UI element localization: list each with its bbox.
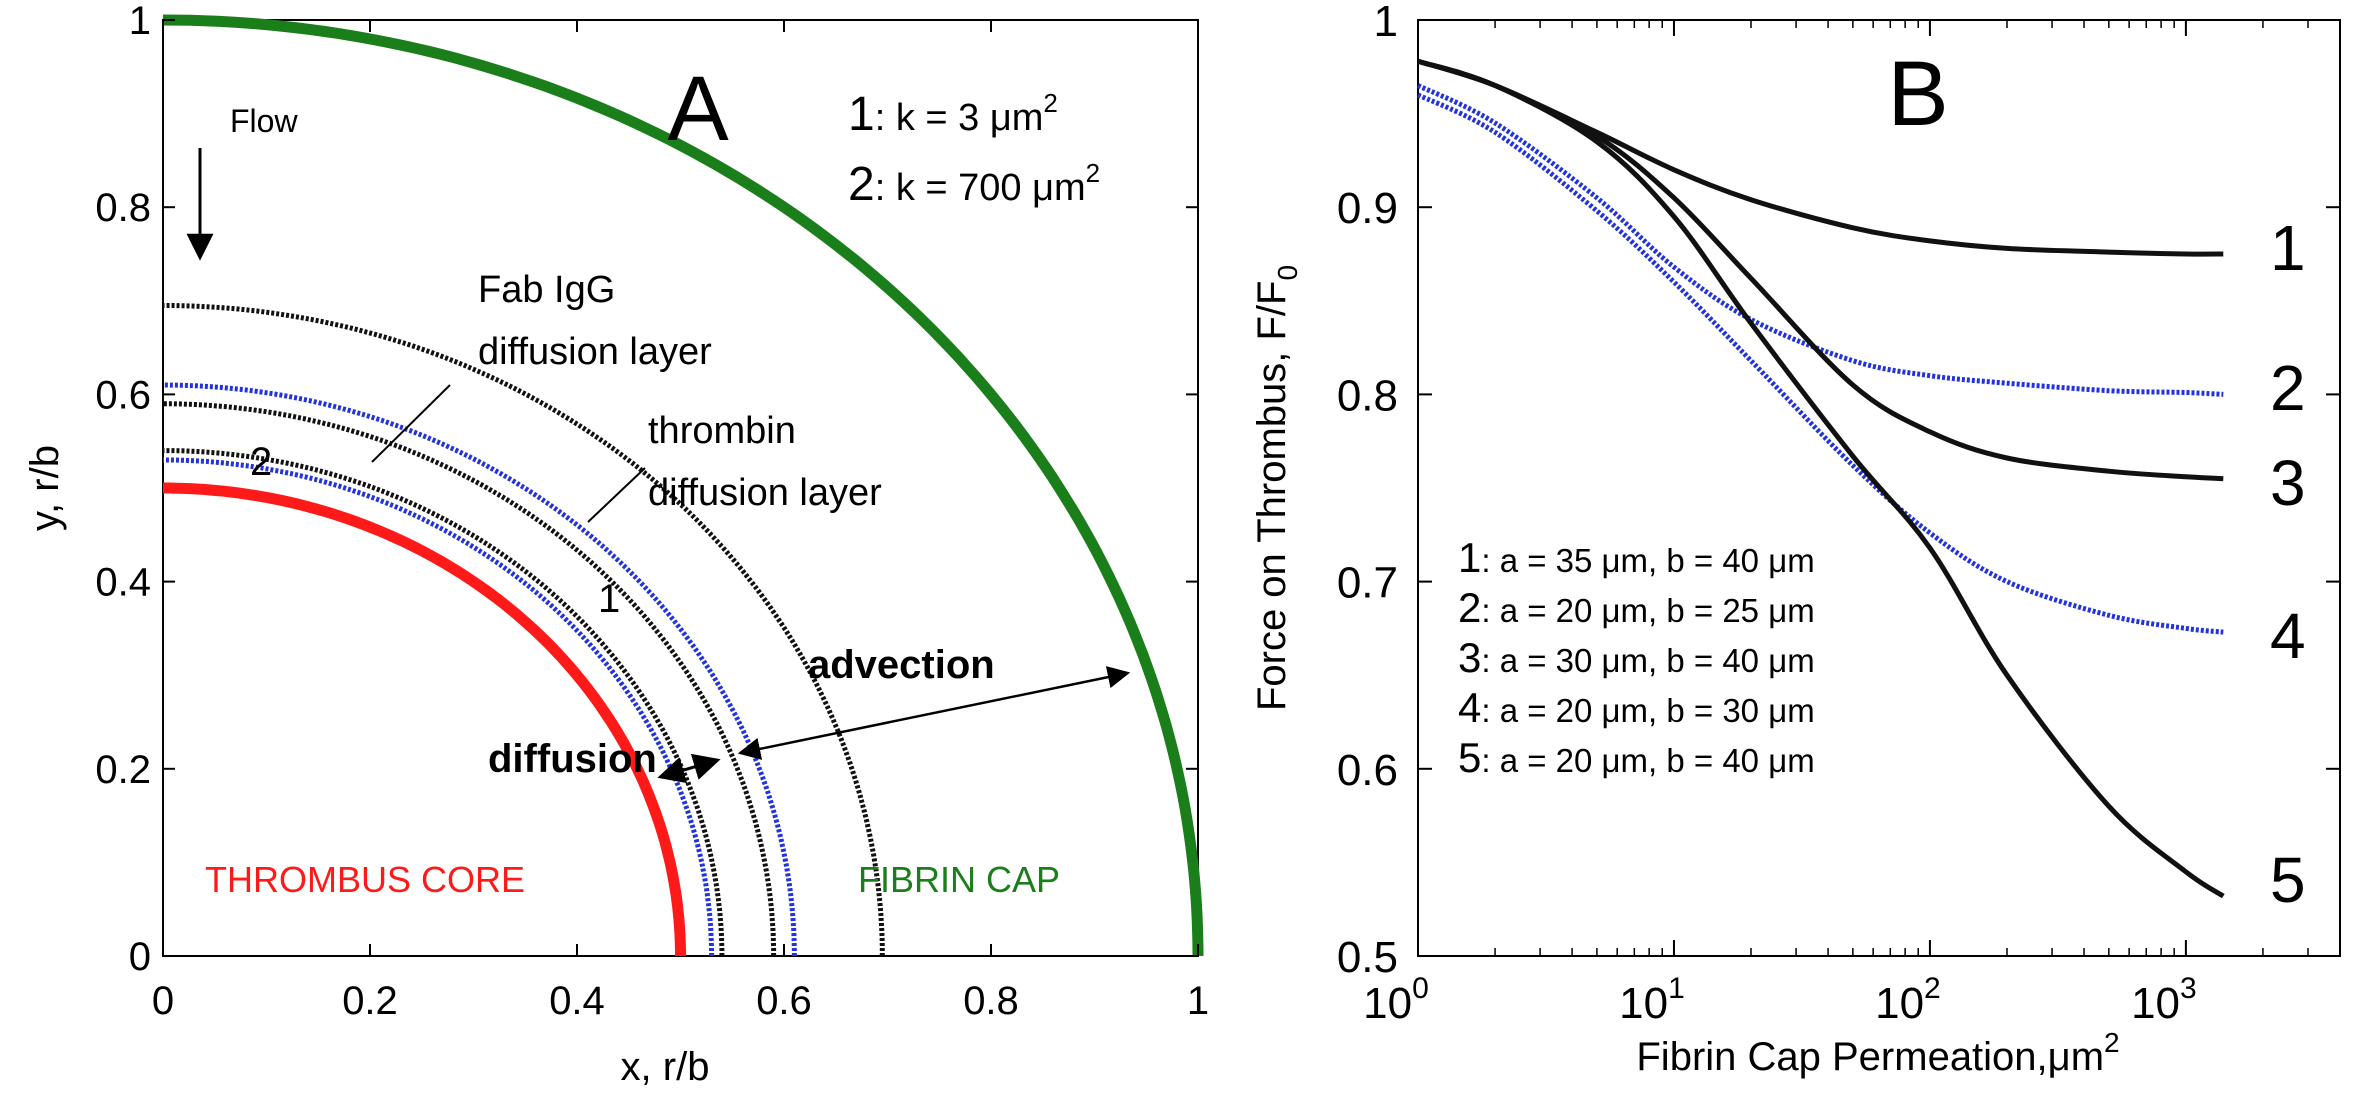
y-tick-label-a: 0.8 xyxy=(95,186,151,230)
fab-igg-label-1: Fab IgG xyxy=(478,269,615,311)
diffusion-label: diffusion xyxy=(488,737,657,781)
panel-b: 100 101 102 103 0.5 0.6 0.7 0.8 0.9 1 B 1: a = 3… xyxy=(1250,0,2341,1079)
x-tick-label-b: 102 xyxy=(1875,972,1941,1028)
series-line-5 xyxy=(1417,58,2225,899)
diffusion-arc-6 xyxy=(162,382,797,957)
y-tick-label-a: 1 xyxy=(129,0,151,43)
panel-a: 0 0.2 0.4 0.6 0.8 1 0 0.2 0.4 0.6 0.8 1 A 1: k = 3… xyxy=(23,0,1209,1089)
series-line-4 xyxy=(1416,92,2224,635)
legend-b-item-4: 4: a = 20 μm, b = 30 μm xyxy=(1458,684,1815,731)
x-tick-label-a: 0.4 xyxy=(549,979,605,1023)
y-tick-label-b: 0.5 xyxy=(1337,933,1398,982)
diffusion-arc-7 xyxy=(162,457,715,957)
legend-b-item-3: 3: a = 30 μm, b = 40 μm xyxy=(1458,634,1815,681)
curve-label-5: 5 xyxy=(2270,844,2306,916)
panel-a-label: A xyxy=(667,58,729,160)
legend-b-item-2: 2: a = 20 μm, b = 25 μm xyxy=(1458,584,1815,631)
y-tick-label-a: 0 xyxy=(129,935,151,979)
y-axis-label-a: y, r/b xyxy=(23,445,67,531)
x-tick-label-a: 0 xyxy=(152,979,174,1023)
thrombin-label-1: thrombin xyxy=(648,410,796,452)
x-tick-label-a: 0.2 xyxy=(342,979,398,1023)
legend-b: 1: a = 35 μm, b = 40 μm 2: a = 20 μm, b … xyxy=(1458,534,1815,781)
x-tick-label-a: 0.8 xyxy=(963,979,1019,1023)
fibrin-cap-label: FIBRIN CAP xyxy=(858,859,1060,900)
legend-b-item-1: 1: a = 35 μm, b = 40 μm xyxy=(1458,534,1815,581)
diffusion-arc-4 xyxy=(163,303,885,956)
y-tick-label-b: 1 xyxy=(1374,0,1398,46)
curve-2-label: 2 xyxy=(250,440,272,484)
fibrin-cap-arc xyxy=(162,14,1204,957)
advection-label: advection xyxy=(808,643,995,687)
panel-b-frame xyxy=(1417,19,2341,957)
x-axis-label-a: x, r/b xyxy=(621,1045,710,1089)
curve-label-1: 1 xyxy=(2270,212,2306,284)
diffusion-arrow xyxy=(657,753,721,784)
thrombus-core-arc xyxy=(163,482,686,956)
y-tick-label-b: 0.7 xyxy=(1337,559,1398,608)
series-line-1 xyxy=(1417,58,2224,257)
curve-1-label: 1 xyxy=(598,577,620,621)
y-tick-label-a: 0.2 xyxy=(95,748,151,792)
legend-a: 1: k = 3 μm2 2: k = 700 μm2 xyxy=(848,88,1100,211)
y-tick-label-a: 0.4 xyxy=(95,561,151,605)
thrombin-label-2: diffusion layer xyxy=(648,472,882,514)
diffusion-arc-5 xyxy=(163,448,725,956)
x-tick-label-a: 0.6 xyxy=(756,979,812,1023)
legend-b-item-5: 5: a = 20 μm, b = 40 μm xyxy=(1458,734,1815,781)
curve-label-2: 2 xyxy=(2270,352,2306,424)
y-tick-label-b: 0.8 xyxy=(1337,371,1398,420)
legend-a-item-1: 1: k = 3 μm2 xyxy=(848,88,1058,141)
curve-label-4: 4 xyxy=(2270,600,2306,672)
series-line-3 xyxy=(1417,58,2224,482)
y-tick-label-b: 0.6 xyxy=(1337,746,1398,795)
advection-arrow xyxy=(737,666,1131,760)
y-tick-label-a: 0.6 xyxy=(95,373,151,417)
thrombin-pointer xyxy=(587,467,646,523)
thrombus-core-label: THROMBUS CORE xyxy=(205,859,525,900)
curve-label-3: 3 xyxy=(2270,447,2306,519)
flow-label: Flow xyxy=(230,103,298,139)
panel-b-label: B xyxy=(1887,43,1948,145)
y-tick-label-b: 0.9 xyxy=(1337,184,1398,233)
legend-a-item-2: 2: k = 700 μm2 xyxy=(848,158,1100,211)
fab-igg-pointer xyxy=(371,384,451,463)
y-axis-label-b: Force on Thrombus, F/F0 xyxy=(1250,265,1303,711)
series-line-2 xyxy=(1416,83,2224,397)
x-tick-label-b: 103 xyxy=(2131,972,2197,1028)
diffusion-arc-3 xyxy=(163,401,777,956)
x-axis-label-b: Fibrin Cap Permeation,μm2 xyxy=(1636,1027,2119,1079)
x-tick-label-a: 1 xyxy=(1187,979,1209,1023)
fab-igg-label-2: diffusion layer xyxy=(478,331,712,373)
x-tick-label-b: 101 xyxy=(1619,972,1685,1028)
x-tick-label-b: 100 xyxy=(1363,972,1429,1028)
